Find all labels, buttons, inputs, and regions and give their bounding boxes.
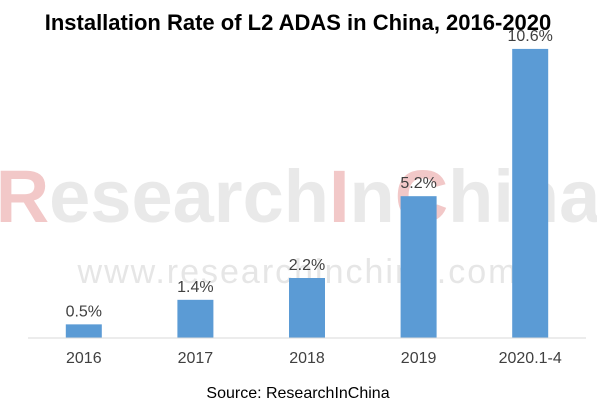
value-label-2019: 5.2%: [400, 175, 436, 192]
watermark-brand-i: I: [329, 155, 350, 238]
x-tick-label-2020.1-4: 2020.1-4: [499, 350, 562, 367]
bar-2020.1-4: [512, 48, 549, 339]
value-label-2016: 0.5%: [66, 303, 102, 320]
bar-2019: [400, 196, 437, 338]
bar-2017: [177, 299, 214, 338]
watermark-brand: ResearchInChina: [0, 155, 597, 238]
chart-title: Installation Rate of L2 ADAS in China, 2…: [45, 10, 552, 35]
value-label-2017: 1.4%: [177, 279, 213, 296]
x-tick-label-2016: 2016: [66, 350, 102, 367]
x-tick-labels-group: 2016 2017 2018 2019 2020.1-4: [66, 350, 562, 367]
bar-2018: [289, 278, 325, 338]
source-note: Source: ResearchInChina: [206, 385, 389, 402]
watermark-brand-n: n: [350, 155, 395, 238]
x-tick-label-2019: 2019: [401, 350, 437, 367]
x-tick-label-2017: 2017: [178, 350, 214, 367]
watermark-brand-esearch: esearch: [49, 155, 329, 238]
value-label-2020.1-4: 10.6%: [508, 28, 553, 45]
bars-group: [65, 48, 549, 339]
value-label-2018: 2.2%: [289, 257, 325, 274]
value-labels-group: 0.5% 1.4% 2.2% 5.2% 10.6%: [66, 28, 553, 320]
bar-2016: [65, 324, 102, 338]
x-tick-label-2018: 2018: [289, 350, 325, 367]
watermark-brand-r: R: [0, 155, 49, 238]
